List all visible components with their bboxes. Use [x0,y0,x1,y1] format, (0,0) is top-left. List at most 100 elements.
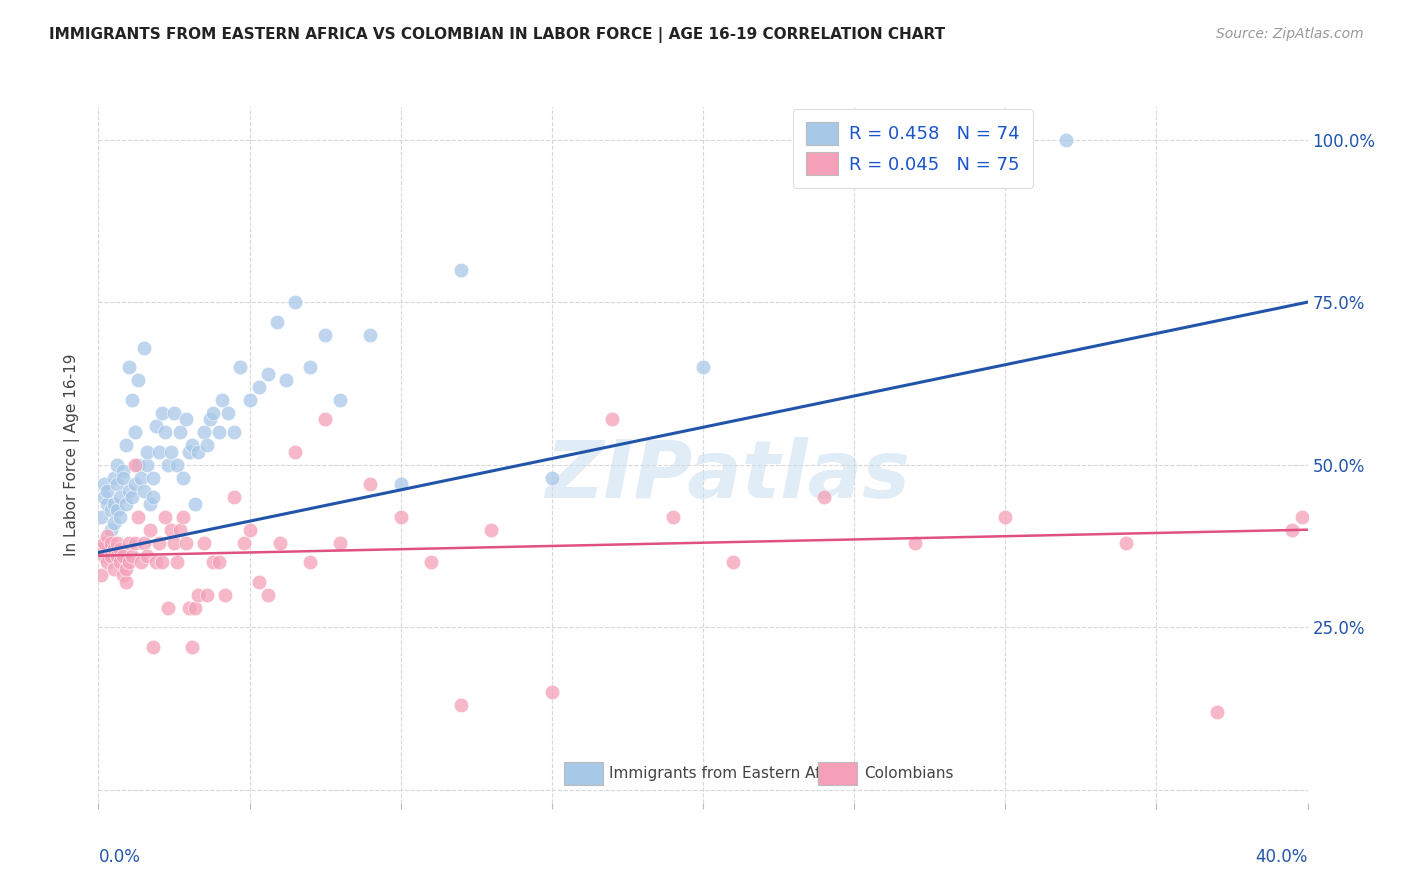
Point [108,490,131,504]
Point [96,529,118,543]
Point [139,497,162,511]
Point [153,509,176,524]
Point [127,373,149,387]
Point [114,497,136,511]
Point [124,425,146,439]
Point [217,406,239,420]
FancyBboxPatch shape [818,763,856,785]
Point [193,535,215,549]
Point [160,444,183,458]
Point [266,315,288,329]
Legend: R = 0.458   N = 74, R = 0.045   N = 75: R = 0.458 N = 74, R = 0.045 N = 75 [793,109,1032,188]
Point [314,412,336,426]
Point [172,509,194,524]
Point [314,327,336,342]
Point [153,425,176,439]
Point [1054,132,1077,146]
Point [329,392,352,407]
Point [1206,705,1229,719]
Point [195,588,218,602]
Point [111,549,134,563]
Point [211,392,233,407]
Point [105,503,128,517]
Point [118,555,141,569]
Point [150,555,173,569]
Point [135,549,157,563]
Point [200,412,222,426]
Point [105,477,128,491]
Point [450,698,472,713]
Point [269,535,291,549]
Point [284,295,307,310]
Point [108,542,131,557]
Point [540,685,562,699]
Point [132,535,155,549]
Point [90,509,112,524]
Y-axis label: In Labor Force | Age 16-19: In Labor Force | Age 16-19 [63,353,80,557]
Point [129,555,152,569]
Point [93,549,115,563]
Point [142,490,165,504]
Point [121,490,143,504]
Point [163,535,186,549]
Point [229,360,252,375]
Point [121,549,143,563]
Point [179,444,201,458]
Point [169,425,191,439]
Point [103,516,125,531]
Point [105,458,128,472]
Point [160,523,183,537]
Point [450,262,472,277]
Point [239,523,262,537]
Point [111,568,134,582]
Point [329,535,352,549]
Point [103,562,125,576]
Point [692,360,714,375]
Point [127,458,149,472]
Point [108,555,131,569]
Point [224,425,246,439]
Point [103,542,125,557]
Point [174,412,197,426]
Text: 0.0%: 0.0% [98,848,141,866]
Point [96,483,118,498]
Point [389,509,412,524]
Point [202,406,225,420]
FancyBboxPatch shape [564,763,603,785]
Point [723,555,745,569]
Point [184,497,207,511]
Text: ZIPatlas: ZIPatlas [544,437,910,515]
Point [132,483,155,498]
Point [904,535,927,549]
Point [108,509,131,524]
Point [93,490,115,504]
Point [148,535,170,549]
Point [93,535,115,549]
Point [129,471,152,485]
Point [100,535,122,549]
Point [163,406,186,420]
Point [284,444,307,458]
Point [239,392,262,407]
Point [135,458,157,472]
Text: IMMIGRANTS FROM EASTERN AFRICA VS COLOMBIAN IN LABOR FORCE | AGE 16-19 CORRELATI: IMMIGRANTS FROM EASTERN AFRICA VS COLOMB… [49,27,945,43]
Point [145,555,167,569]
Point [166,458,188,472]
Text: Immigrants from Eastern Africa: Immigrants from Eastern Africa [609,766,849,781]
Point [602,412,624,426]
Point [103,471,125,485]
Point [166,555,188,569]
Point [124,477,146,491]
Point [224,490,246,504]
Point [156,600,179,615]
Point [100,503,122,517]
Point [540,471,562,485]
Point [139,523,162,537]
Point [813,490,835,504]
Point [90,568,112,582]
Point [114,562,136,576]
Point [118,483,141,498]
Point [274,373,297,387]
Point [181,438,204,452]
Point [208,425,231,439]
